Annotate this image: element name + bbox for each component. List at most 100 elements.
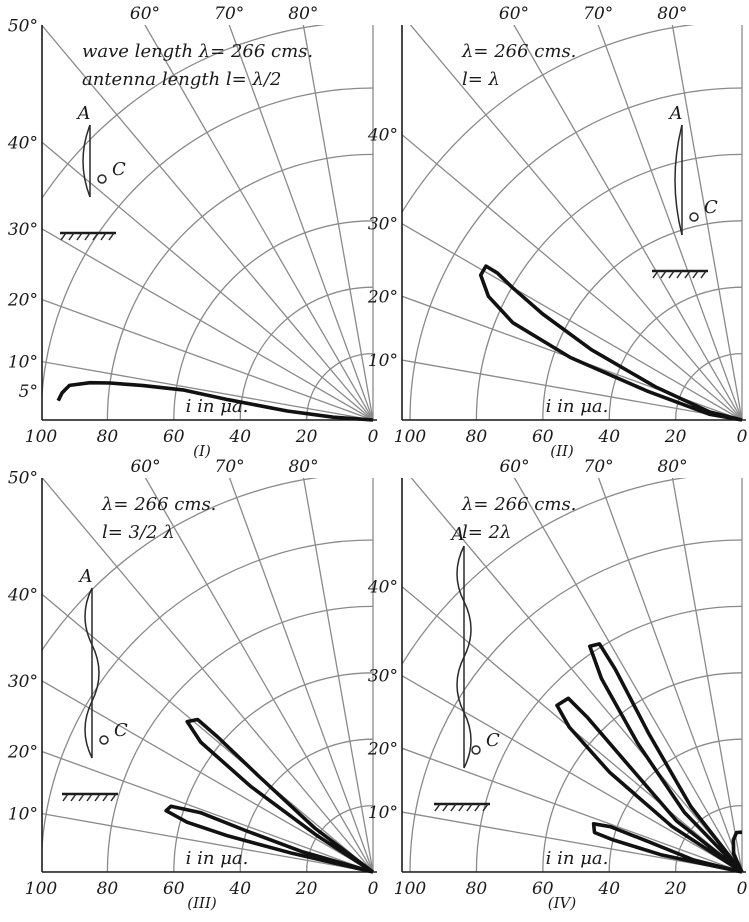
left-angle-label: 50° bbox=[8, 17, 38, 37]
grid-radial bbox=[402, 295, 743, 420]
left-angle-label: 40° bbox=[367, 578, 398, 598]
left-angle-label: 30° bbox=[368, 215, 398, 235]
grid-arc bbox=[106, 605, 374, 872]
antenna-label-c: C bbox=[704, 197, 718, 218]
grid-radial bbox=[513, 25, 743, 420]
panel-i: 50° 40° 30° 20° 10° 5° 60° 70° 80° 100 80 60 40 20 0 i … bbox=[7, 4, 379, 460]
grid-arc bbox=[409, 539, 743, 872]
detector-c bbox=[99, 735, 109, 745]
left-angle-label: 10° bbox=[8, 353, 38, 373]
ground-hatch bbox=[68, 232, 75, 241]
top-angle-label: 80° bbox=[657, 457, 687, 477]
grid-radial bbox=[671, 25, 743, 420]
grid-arc bbox=[42, 539, 374, 857]
antenna-sketch: AC bbox=[434, 524, 500, 812]
ground-hatch bbox=[60, 232, 67, 241]
grid-arc bbox=[239, 286, 374, 420]
radial-tick-label: 0 bbox=[737, 879, 748, 899]
left-angle-label: 40° bbox=[7, 585, 38, 605]
panel-ii: 40° 30° 20° 10° 60° 70° 80° 100 80 60 40 20 0 i in μa… bbox=[367, 4, 748, 460]
panel-annotation: l= 2λ bbox=[462, 522, 511, 543]
ground-hatch bbox=[652, 270, 659, 279]
top-angle-label: 60° bbox=[130, 4, 160, 24]
top-angle-label: 60° bbox=[130, 457, 160, 477]
grid-arc bbox=[42, 478, 320, 652]
grid-arc bbox=[173, 672, 374, 872]
panel-annotation: λ= 266 cms. bbox=[461, 494, 576, 515]
radial-tick-label: 40 bbox=[597, 427, 620, 447]
standing-wave bbox=[456, 545, 472, 769]
antenna-sketch: AC bbox=[60, 103, 126, 241]
ground-hatch bbox=[92, 232, 99, 241]
grid-radial bbox=[402, 359, 743, 420]
radiation-lobe bbox=[56, 380, 374, 422]
ground-hatch bbox=[100, 232, 107, 241]
left-angle-label: 20° bbox=[7, 291, 38, 311]
panel-annotation: wave length λ= 266 cms. bbox=[82, 41, 313, 62]
radial-tick-label: 80 bbox=[97, 427, 119, 447]
top-angle-label: 70° bbox=[584, 457, 614, 477]
ground-hatch bbox=[94, 793, 101, 802]
left-angle-label: 40° bbox=[7, 133, 38, 153]
radial-tick-label: 80 bbox=[466, 427, 488, 447]
ground-hatch bbox=[78, 793, 85, 802]
ground-hatch bbox=[62, 793, 69, 802]
grid-radial bbox=[402, 747, 743, 872]
panel-annotation: λ= 266 cms. bbox=[101, 494, 216, 515]
grid-arc bbox=[608, 738, 743, 872]
grid-arc bbox=[542, 220, 743, 420]
left-angle-label: 40° bbox=[367, 126, 398, 146]
grid-radial bbox=[402, 222, 743, 420]
top-angle-label: 60° bbox=[499, 457, 529, 477]
ground-hatch bbox=[700, 270, 707, 279]
left-angle-label: 10° bbox=[368, 351, 398, 371]
detector-c bbox=[689, 212, 699, 222]
panel-iv: 40° 30° 20° 10° 60° 70° 80° 100 80 60 40 20 0 i in μa… bbox=[367, 457, 748, 912]
left-angle-label: 20° bbox=[367, 739, 398, 759]
grid-radial bbox=[42, 478, 374, 872]
grid-radial bbox=[409, 25, 743, 420]
antenna-label-a: A bbox=[668, 103, 683, 124]
radial-tick-label: 0 bbox=[368, 879, 379, 899]
ground-hatch bbox=[434, 803, 441, 812]
grid-radial bbox=[42, 25, 374, 420]
grid-radial bbox=[513, 478, 743, 872]
radial-tick-label: 100 bbox=[25, 879, 58, 899]
top-angle-label: 80° bbox=[288, 457, 318, 477]
radiation-lobe bbox=[478, 264, 743, 422]
grid-radial bbox=[402, 811, 743, 872]
grid-radial bbox=[42, 812, 374, 872]
ground-hatch bbox=[110, 793, 117, 802]
grid-radial bbox=[42, 298, 374, 420]
grid-radial bbox=[302, 478, 374, 872]
top-angle-label: 80° bbox=[288, 4, 318, 24]
radial-tick-label: 60 bbox=[163, 427, 185, 447]
radiation-lobe bbox=[591, 822, 743, 874]
grid-radial bbox=[671, 478, 743, 872]
ground-hatch bbox=[442, 803, 449, 812]
ground-hatch bbox=[108, 232, 115, 241]
grid-arc bbox=[42, 87, 374, 405]
ground-hatch bbox=[458, 803, 465, 812]
grid-radial bbox=[228, 25, 374, 420]
radiation-lobe bbox=[555, 696, 744, 874]
ground-hatch bbox=[466, 803, 473, 812]
grid-radial bbox=[42, 680, 374, 872]
top-angle-label: 60° bbox=[499, 4, 529, 24]
radial-axis-label: i in μa. bbox=[546, 848, 609, 869]
detector-c bbox=[471, 745, 481, 755]
polar-grid bbox=[42, 25, 374, 420]
ground-hatch bbox=[450, 803, 457, 812]
grid-arc bbox=[608, 286, 743, 420]
grid-arc bbox=[305, 804, 374, 872]
panel-iii: 50° 40° 30° 20° 10° 60° 70° 80° 100 80 60 40 20 0 i in… bbox=[7, 457, 379, 912]
radial-tick-label: 80 bbox=[97, 879, 119, 899]
panel-caption: (I) bbox=[193, 442, 211, 460]
panel-caption: (III) bbox=[187, 894, 217, 912]
panel-annotation: antenna length l= λ/2 bbox=[82, 69, 281, 90]
panel-annotation: l= λ bbox=[462, 69, 500, 90]
antenna-sketch: AC bbox=[652, 103, 718, 279]
ground-hatch bbox=[102, 793, 109, 802]
ground-hatch bbox=[482, 803, 489, 812]
radial-tick-label: 100 bbox=[394, 427, 427, 447]
